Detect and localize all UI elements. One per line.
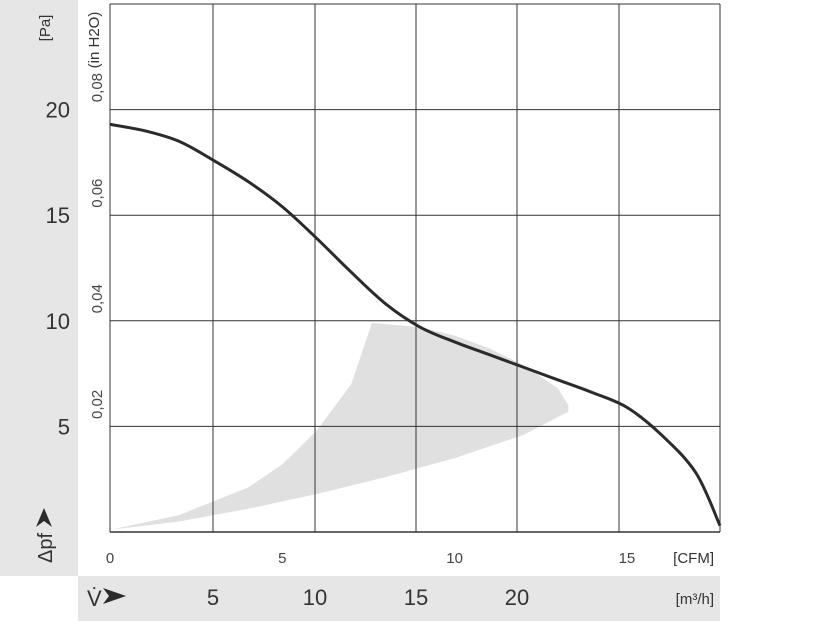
left-axis-band — [0, 0, 78, 576]
pressure-arrow-icon — [36, 508, 52, 527]
x2-tick-label: 20 — [505, 585, 529, 610]
flow-symbol: V̇ — [87, 586, 102, 611]
y2-tick-label: 0,06 — [89, 179, 106, 208]
bottom-axis-band — [78, 576, 720, 621]
y-tick-label: 5 — [58, 414, 70, 439]
x2-tick-label: 15 — [404, 585, 428, 610]
y-tick-label: 10 — [46, 309, 70, 334]
x-tick-label: 5 — [278, 550, 286, 567]
flow-arrow-icon — [103, 588, 126, 604]
h2o-unit-label: (in H2O) — [86, 12, 103, 69]
y-tick-label: 20 — [46, 98, 70, 123]
x-tick-label: 0 — [106, 550, 114, 567]
pressure-symbol: Δpf — [35, 533, 57, 563]
x2-tick-label: 5 — [207, 585, 219, 610]
y2-tick-label: 0,04 — [89, 284, 106, 313]
grid — [109, 3, 721, 533]
pa-unit-label: [Pa] — [37, 15, 54, 42]
x-tick-label: 10 — [446, 550, 463, 567]
y2-tick-label: 0,02 — [89, 390, 106, 419]
pressure-curve — [109, 122, 722, 527]
x-tick-label: 15 — [619, 550, 636, 567]
y2-tick-label: 0,08 — [89, 73, 106, 102]
y-tick-label: 15 — [46, 203, 70, 228]
x2-tick-label: 10 — [303, 585, 327, 610]
cfm-unit-label: [CFM] — [673, 550, 714, 567]
m3h-unit-label: [m³/h] — [676, 591, 714, 608]
